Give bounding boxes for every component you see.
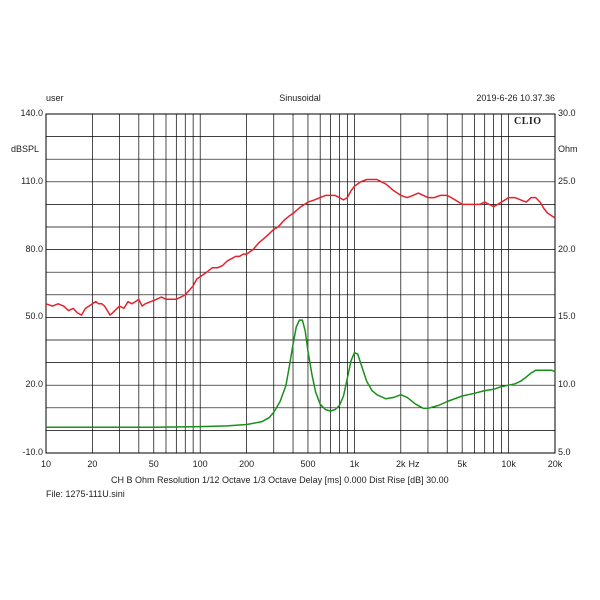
x-tick-label: 50 (148, 459, 159, 469)
y-left-unit: dBSPL (11, 144, 40, 154)
header-timestamp: 2019-6-26 10.37.36 (476, 93, 555, 103)
y-right-tick-label: 15.0 (558, 311, 576, 322)
x-tick-label: 20 (87, 459, 98, 469)
impedance-curve (46, 319, 556, 428)
x-tick-label: 5k (457, 459, 467, 469)
y-left-tick-label: 140.0 (20, 108, 43, 118)
y-right-tick-label: 20.0 (558, 243, 576, 254)
y-right-tick-label: 5.0 (558, 447, 571, 457)
y-right-tick-label: 10.0 (558, 379, 576, 390)
y-right-tick-label: 25.0 (558, 175, 576, 186)
clio-logo: CLIO (514, 116, 542, 127)
x-unit-label: Hz (408, 459, 420, 469)
file-name: File: 1275-111U.sini (46, 489, 125, 499)
settings-line: CH B Ohm Resolution 1/12 Octave 1/3 Octa… (111, 475, 449, 485)
y-left-tick-label: 80.0 (25, 243, 43, 254)
spl-curve (45, 178, 556, 316)
x-tick-label: 20k (547, 459, 563, 469)
header-user: user (46, 93, 64, 103)
y-left-tick-label: 50.0 (25, 311, 43, 322)
x-tick-label: 1k (349, 459, 360, 469)
y-left-tick-label: 110.0 (21, 175, 43, 186)
y-left-tick-label: -10.0 (22, 447, 43, 457)
grid (45, 113, 556, 454)
x-tick-label: 500 (300, 459, 316, 469)
plot-frame (45, 113, 556, 454)
header-mode: Sinusoidal (279, 93, 321, 103)
x-tick-label: 10 (40, 459, 52, 469)
y-right-tick-label: 30.0 (558, 108, 576, 118)
x-tick-label: 2k (396, 459, 406, 469)
x-tick-label: 10k (501, 459, 516, 469)
y-right-unit: Ohm (558, 144, 578, 154)
y-left-tick-label: 20.0 (25, 379, 43, 390)
x-tick-label: 100 (192, 459, 208, 469)
series-layer (45, 178, 556, 428)
x-tick-label: 200 (239, 459, 255, 469)
